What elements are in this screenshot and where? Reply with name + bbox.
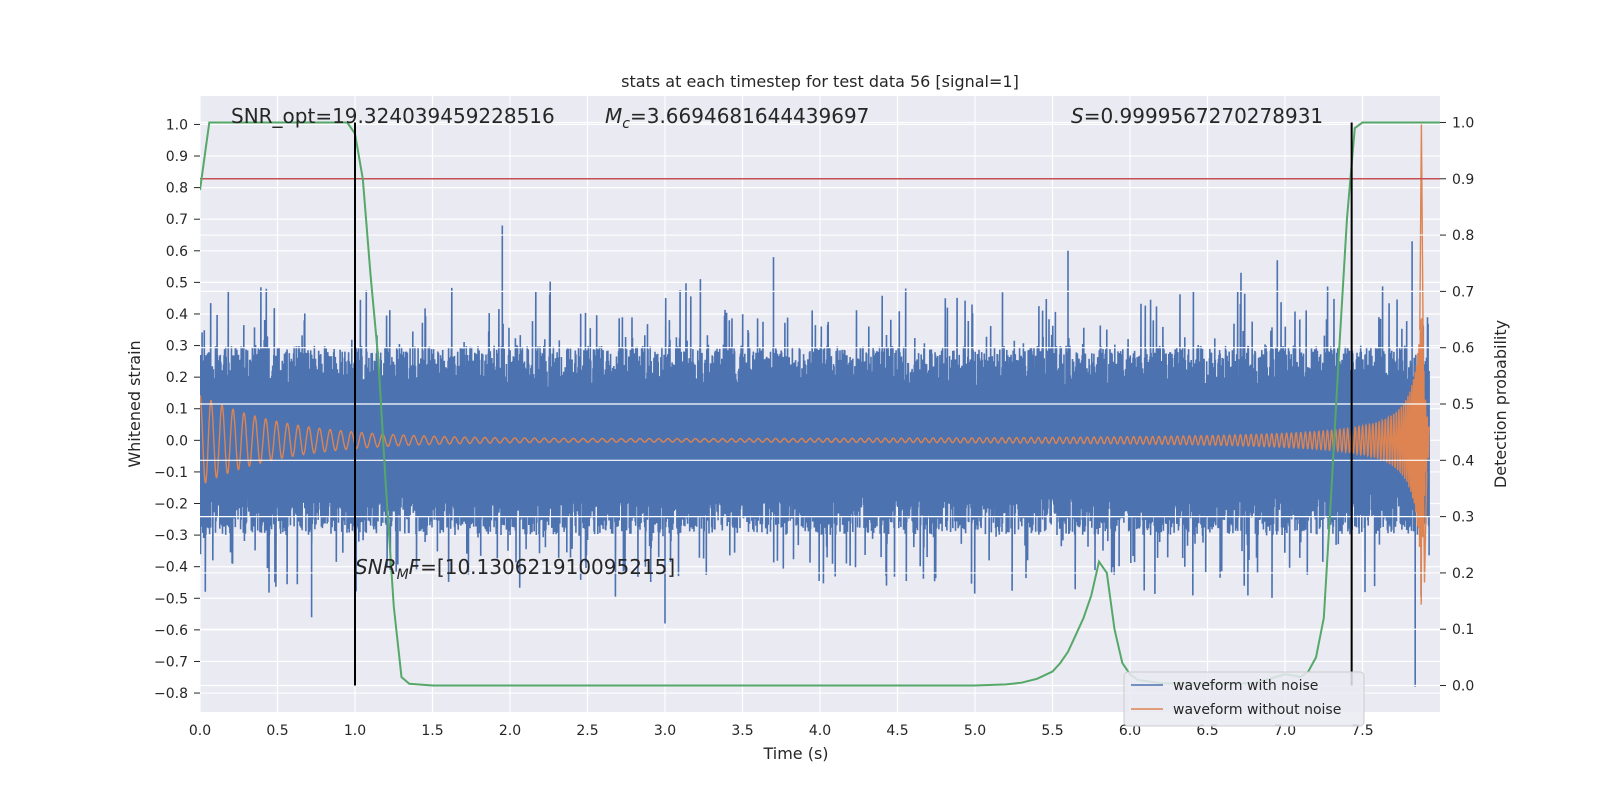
y-tick-label: 0.8 bbox=[166, 181, 188, 197]
y-tick-label: 1.0 bbox=[166, 117, 188, 133]
y-tick-label: 0.0 bbox=[166, 433, 188, 449]
y-tick-label: −0.3 bbox=[154, 528, 188, 544]
annotation-snr-opt: SNR_opt=19.324039459228516 bbox=[231, 104, 555, 128]
y-tick-label: 0.2 bbox=[166, 370, 188, 386]
annotation-snr-mf-symbol: SNR bbox=[355, 555, 397, 579]
legend: waveform with noise waveform without noi… bbox=[1123, 671, 1365, 727]
annotation-snr-mf-value: =[10.130621910095215] bbox=[420, 555, 675, 579]
x-tick-label: 5.0 bbox=[964, 723, 986, 739]
y2-tick-label: 0.5 bbox=[1452, 397, 1474, 413]
x-tick-label: 7.5 bbox=[1351, 723, 1373, 739]
y2-tick-label: 0.1 bbox=[1452, 622, 1474, 638]
y-tick-label: 0.6 bbox=[166, 244, 188, 260]
x-tick-label: 5.5 bbox=[1041, 723, 1063, 739]
x-tick-labels: 0.0 0.5 1.0 1.5 2.0 2.5 3.0 3.5 4.0 4.5 5.0 5.5 6.0 6… bbox=[189, 723, 1374, 739]
x-tick-label: 3.5 bbox=[731, 723, 753, 739]
y2-axis-label: Detection probability bbox=[1491, 320, 1510, 488]
annotation-snr-mf-subscript: M bbox=[397, 567, 409, 583]
x-tick-label: 0.0 bbox=[189, 723, 211, 739]
y-tick-label: −0.2 bbox=[154, 497, 188, 513]
annotation-score: S=0.9999567270278931 bbox=[1071, 104, 1323, 128]
y-tick-label: −0.5 bbox=[154, 591, 188, 607]
annotation-snr-mf: SNRMF=[10.130621910095215] bbox=[355, 555, 675, 583]
x-tick-label: 1.0 bbox=[344, 723, 366, 739]
series-detection-probability bbox=[200, 121, 1440, 687]
y2-tick-label: 0.8 bbox=[1452, 228, 1474, 244]
y-tick-label: 0.9 bbox=[166, 149, 188, 165]
y2-tick-label: 0.9 bbox=[1452, 172, 1474, 188]
annotation-score-symbol: S bbox=[1071, 104, 1084, 128]
x-tick-label: 6.0 bbox=[1119, 723, 1141, 739]
y2-tick-label: 0.3 bbox=[1452, 510, 1474, 526]
x-tick-label: 2.5 bbox=[576, 723, 598, 739]
x-tick-label: 4.5 bbox=[886, 723, 908, 739]
x-tick-label: 0.5 bbox=[266, 723, 288, 739]
chart-title: stats at each timestep for test data 56 … bbox=[621, 72, 1019, 91]
vertical-markers bbox=[354, 122, 1353, 686]
x-axis-label: Time (s) bbox=[762, 744, 828, 763]
y-tick-label: 0.1 bbox=[166, 402, 188, 418]
y-tick-label: −0.1 bbox=[154, 465, 188, 481]
annotation-chirp-mass-value: =3.6694681644439697 bbox=[630, 104, 869, 128]
y-axis-label: Whitened strain bbox=[125, 340, 144, 467]
annotation-snr-mf-tail: F bbox=[409, 555, 421, 579]
y2-tick-label: 0.0 bbox=[1452, 679, 1474, 695]
annotation-chirp-mass-subscript: c bbox=[622, 116, 630, 132]
y-tick-label: −0.4 bbox=[154, 560, 188, 576]
y-tick-label: 0.3 bbox=[166, 339, 188, 355]
y-tick-labels: −0.8 −0.7 −0.6 −0.5 −0.4 −0.3 −0.2 −0.1 0.0 0.1 0.… bbox=[154, 117, 200, 702]
y2-tick-label: 0.6 bbox=[1452, 341, 1474, 357]
y-tick-label: −0.8 bbox=[154, 686, 188, 702]
legend-label-waveform-without-noise: waveform without noise bbox=[1173, 702, 1341, 718]
x-tick-label: 2.0 bbox=[499, 723, 521, 739]
y2-tick-label: 0.7 bbox=[1452, 284, 1474, 300]
annotation-chirp-mass: Mc=3.6694681644439697 bbox=[605, 104, 869, 132]
y-tick-label: 0.7 bbox=[166, 212, 188, 228]
x-tick-label: 6.5 bbox=[1196, 723, 1218, 739]
legend-label-waveform-with-noise: waveform with noise bbox=[1173, 678, 1318, 694]
y-tick-label: 0.5 bbox=[166, 275, 188, 291]
y2-tick-labels: 0.0 0.1 0.2 0.3 0.4 0.5 0.6 0.7 0.8 0.9 1.0 bbox=[1440, 115, 1474, 695]
annotation-chirp-mass-symbol: M bbox=[605, 104, 622, 128]
y2-tick-label: 0.4 bbox=[1452, 453, 1474, 469]
legend-box bbox=[1123, 671, 1365, 727]
y2-tick-label: 1.0 bbox=[1452, 115, 1474, 131]
x-tick-label: 7.0 bbox=[1274, 723, 1296, 739]
x-tick-label: 1.5 bbox=[421, 723, 443, 739]
y-tick-label: −0.6 bbox=[154, 623, 188, 639]
x-tick-label: 4.0 bbox=[809, 723, 831, 739]
x-tick-label: 3.0 bbox=[654, 723, 676, 739]
series-waveform-without-noise bbox=[200, 124, 1430, 605]
y-tick-label: −0.7 bbox=[154, 654, 188, 670]
annotation-score-value: =0.9999567270278931 bbox=[1084, 104, 1323, 128]
y2-tick-label: 0.2 bbox=[1452, 566, 1474, 582]
y-tick-label: 0.4 bbox=[166, 307, 188, 323]
